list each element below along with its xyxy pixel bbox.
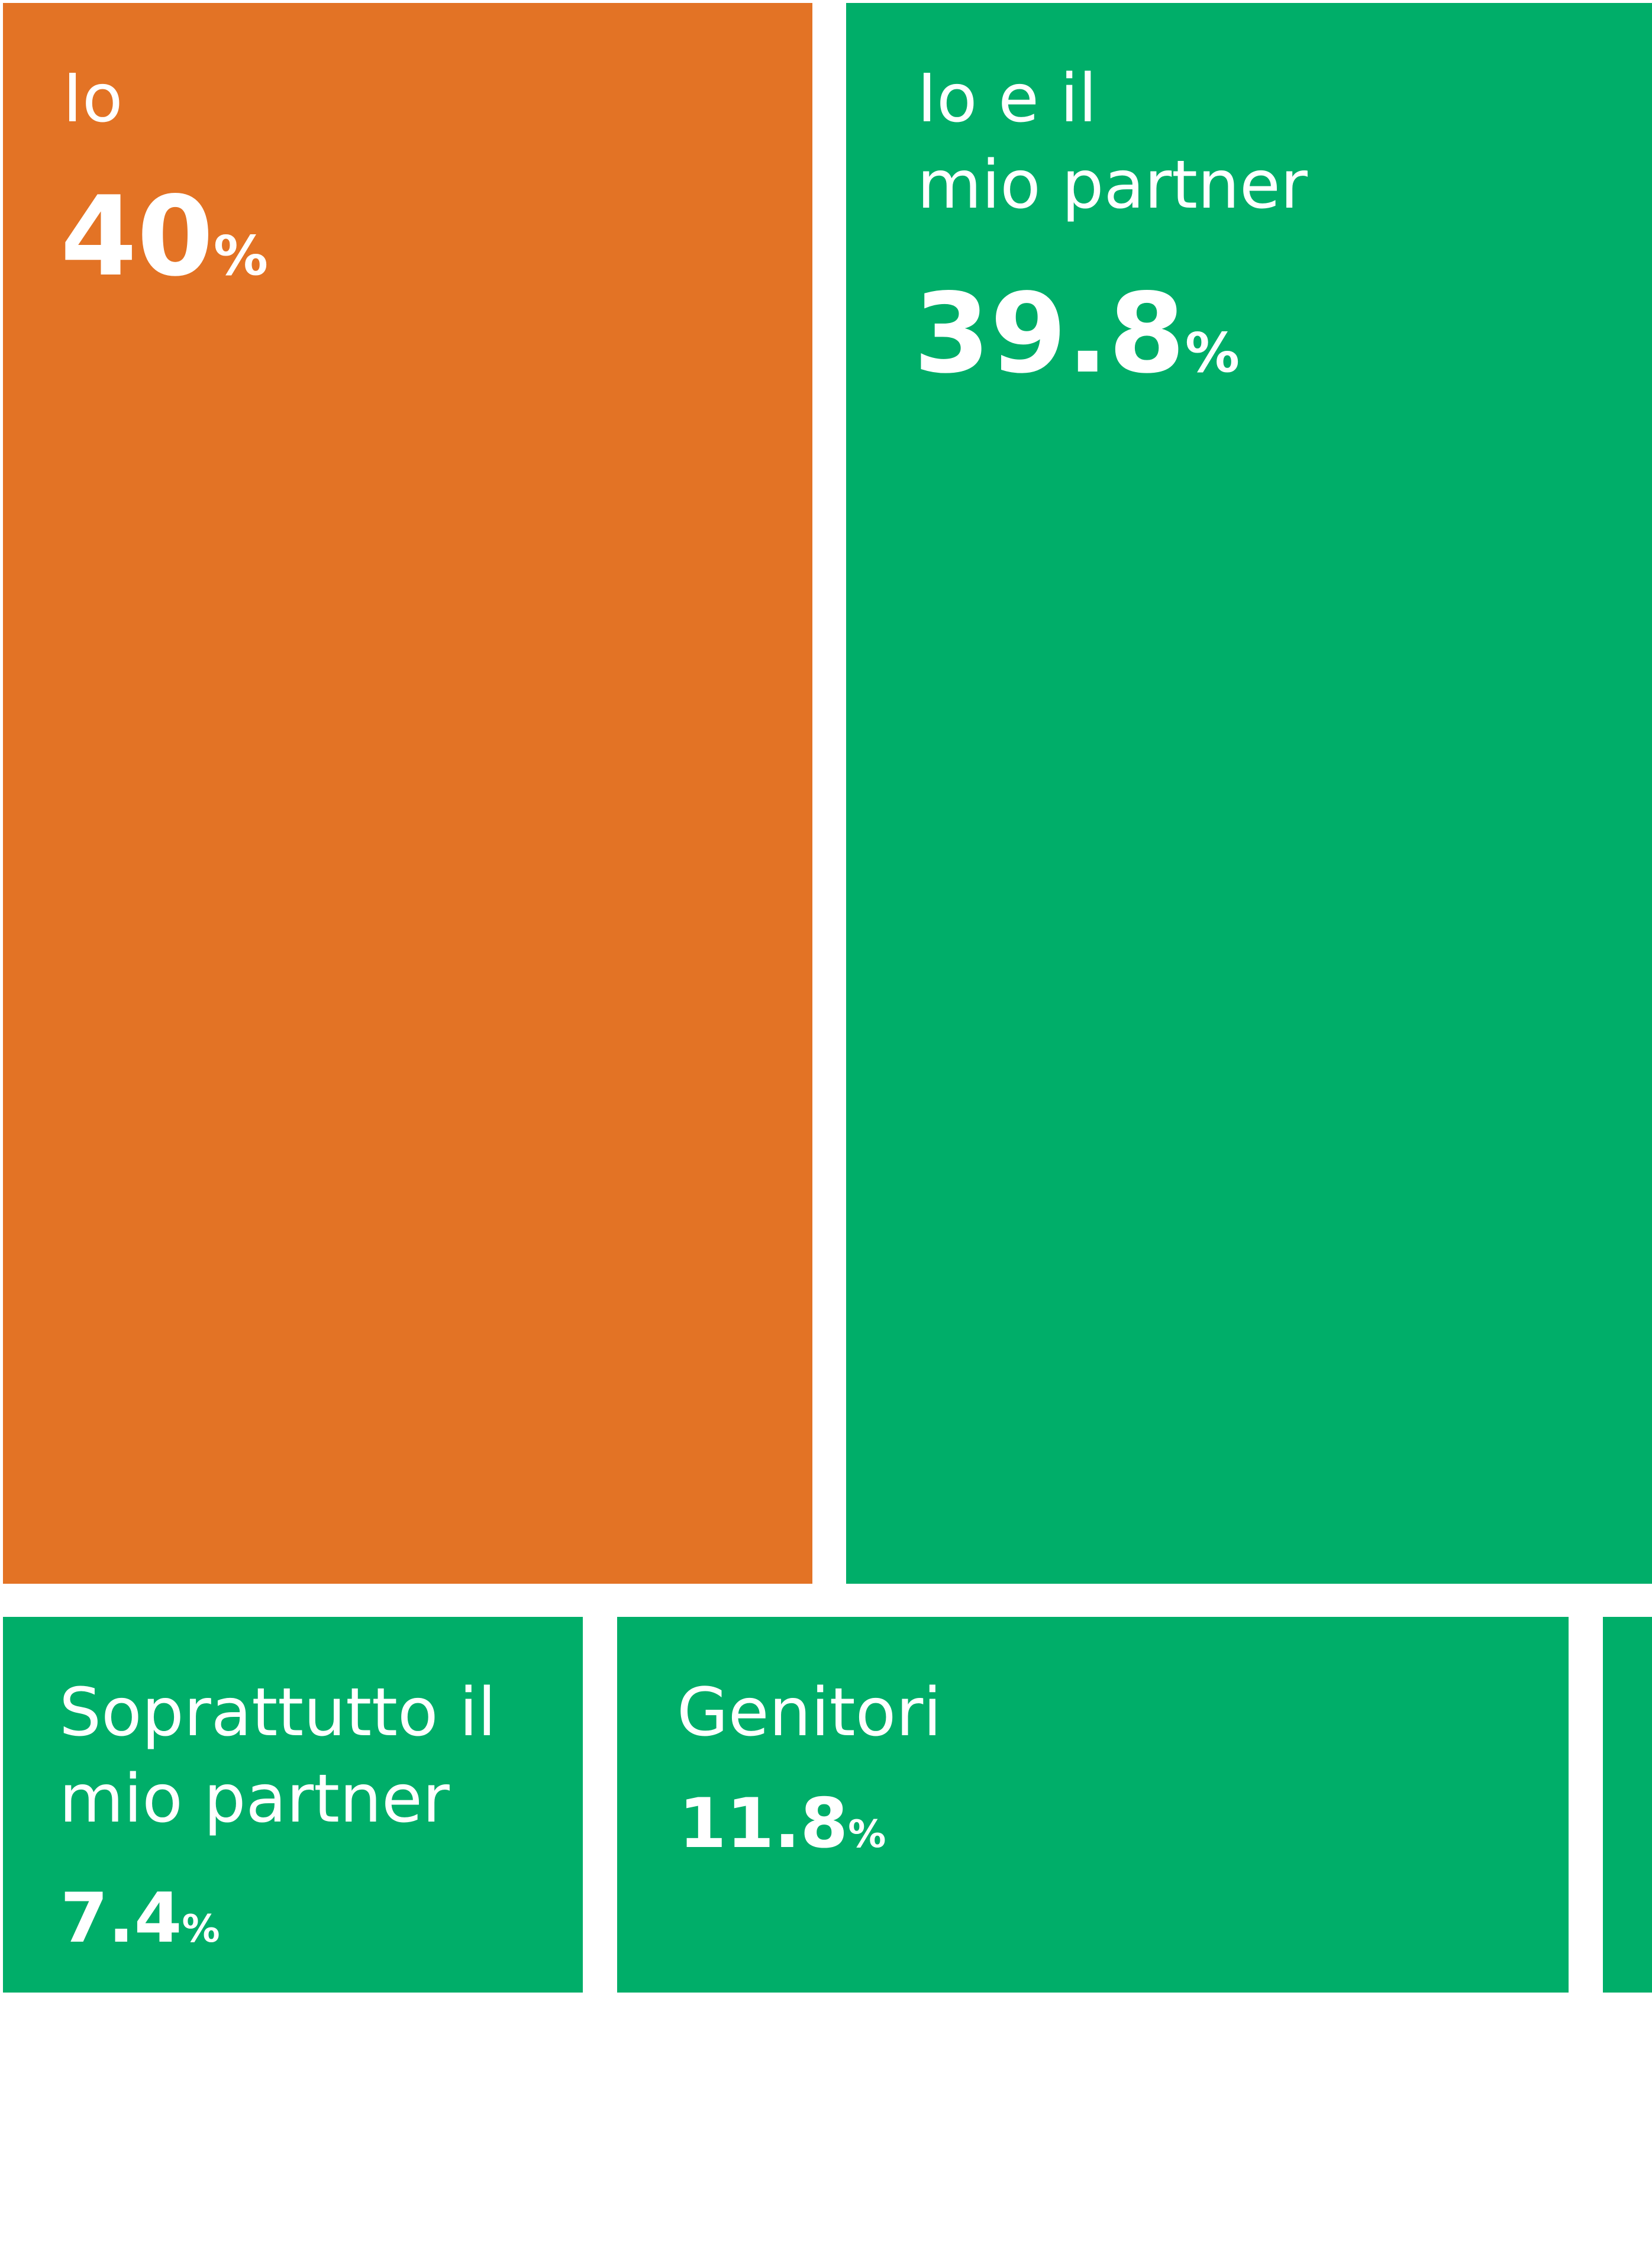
tile-soprattutto-il-mio-partner-number: 7.4 xyxy=(60,1878,182,1958)
tile-io-e-il-mio-partner-label: Io e il mio partner xyxy=(917,60,1308,224)
tile-io-e-il-mio-partner-unit: % xyxy=(1185,321,1240,385)
tile-genitori-label: Genitori xyxy=(677,1674,942,1751)
tile-genitori-number: 11.8 xyxy=(679,1784,848,1864)
tile-genitori-unit: % xyxy=(848,1813,886,1856)
tile-io-e-il-mio-partner: Io e il mio partner 39.8% xyxy=(846,3,1652,1584)
tile-soprattutto-il-mio-partner-unit: % xyxy=(182,1907,220,1951)
tile-io-label: Io xyxy=(63,60,123,137)
tile-io-number: 40 xyxy=(60,172,214,301)
tile-genitori-value: 11.8% xyxy=(679,1784,886,1864)
tile-io-unit: % xyxy=(213,224,269,288)
tile-soprattutto-il-mio-partner-value: 7.4% xyxy=(60,1878,220,1958)
tile-soprattutto-il-mio-partner-label: Soprattutto il mio partner xyxy=(59,1674,496,1838)
tile-io-e-il-mio-partner-number: 39.8 xyxy=(914,269,1185,398)
tile-genitori: Genitori 11.8% xyxy=(617,1617,1569,1993)
tile-io-e-il-mio-partner-value: 39.8% xyxy=(914,269,1240,398)
tile-soprattutto-il-mio-partner: Soprattutto il mio partner 7.4% xyxy=(3,1617,583,1993)
tile-io: Io 40% xyxy=(3,3,812,1584)
tile-io-value: 40% xyxy=(60,172,268,301)
tile-unlabeled xyxy=(1603,1617,1652,1993)
